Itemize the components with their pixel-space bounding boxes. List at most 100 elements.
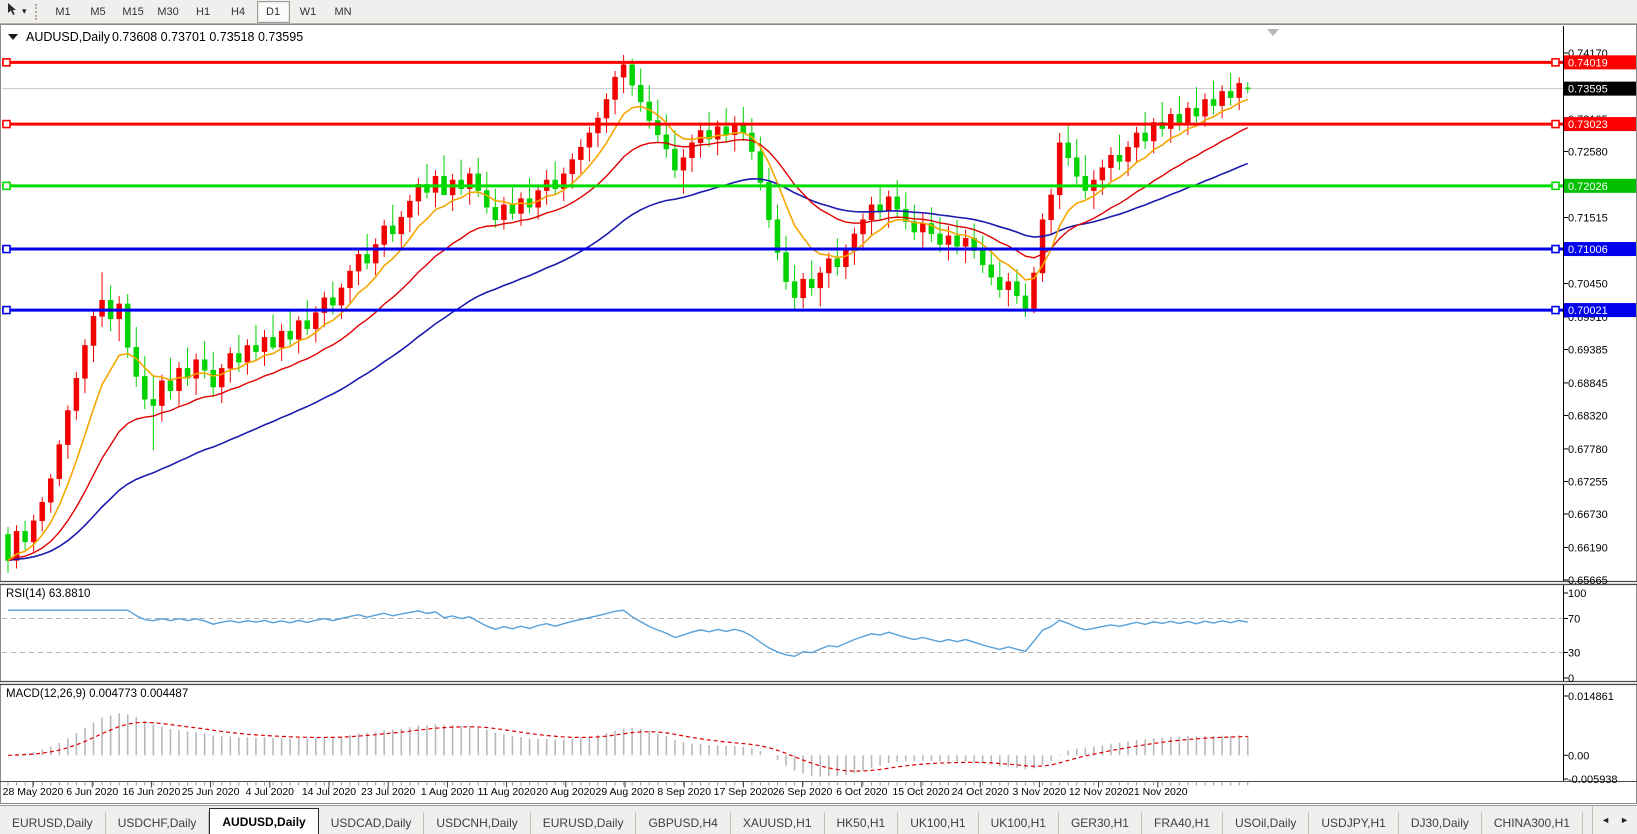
chart-tool-button[interactable]: ▾ <box>0 2 31 21</box>
symbol-tab-usoil-h1[interactable]: USOil,H1 <box>1583 812 1592 834</box>
rsi-scale-label: 30 <box>1568 648 1580 660</box>
price-chart-canvas[interactable]: AUDUSD,Daily 0.73608 0.73701 0.73518 0.73… <box>0 24 1637 805</box>
timeframe-button-h1[interactable]: H1 <box>196 5 211 18</box>
symbol-tab-audusd-daily[interactable]: AUDUSD,Daily <box>209 808 319 834</box>
svg-text:0.73023: 0.73023 <box>1568 119 1608 131</box>
rsi-scale-label: 100 <box>1568 588 1586 600</box>
chart-shift-marker-icon[interactable] <box>1267 29 1279 36</box>
price-tick-label: 0.69385 <box>1568 344 1608 356</box>
symbol-tab-usoil-daily[interactable]: USOil,Daily <box>1223 812 1310 834</box>
price-badge-0.74019: 0.74019 <box>1564 55 1636 70</box>
price-tick-label: 0.68845 <box>1568 378 1608 390</box>
symbol-tab-uk100-h1[interactable]: UK100,H1 <box>979 812 1059 834</box>
chart-ohlc-values: 0.73608 0.73701 0.73518 0.73595 <box>112 30 303 44</box>
date-tick-label: 20 Aug 2020 <box>536 786 595 798</box>
symbol-tab-uk100-h1[interactable]: UK100,H1 <box>898 812 979 834</box>
panel-splitter-2[interactable] <box>0 680 1637 686</box>
date-tick-label: 6 Oct 2020 <box>836 786 888 798</box>
price-tick-label: 0.72580 <box>1568 147 1608 159</box>
price-badge-0.71006: 0.71006 <box>1564 242 1636 257</box>
timeframe-button-d1[interactable]: D1 <box>256 0 290 23</box>
date-tick-label: 3 Nov 2020 <box>1013 786 1067 798</box>
timeframe-button-h4[interactable]: H4 <box>231 5 246 18</box>
timeframe-toolbar: ▾ M1 M5 M15 M30 H1 H4 D1 W1 MN <box>0 0 1637 24</box>
symbol-tab-xauusd-h1[interactable]: XAUUSD,H1 <box>731 812 825 834</box>
price-scale: 0.741700.731050.725800.715150.704500.699… <box>1563 48 1636 587</box>
date-tick-label: 8 Sep 2020 <box>657 786 711 798</box>
toolbar-grip <box>34 3 40 20</box>
price-badge-0.72026: 0.72026 <box>1564 178 1636 193</box>
price-tick-label: 0.66190 <box>1568 542 1608 554</box>
tab-scroll-left-icon[interactable]: ◄ <box>1601 815 1611 825</box>
timeframe-button-m5[interactable]: M5 <box>90 5 106 18</box>
price-badge-0.70021: 0.70021 <box>1564 303 1636 318</box>
date-tick-label: 21 Nov 2020 <box>1128 786 1188 798</box>
date-tick-label: 6 Jun 2020 <box>66 786 118 798</box>
rsi-line <box>8 609 1248 658</box>
price-badge-0.73023: 0.73023 <box>1564 117 1636 132</box>
date-tick-label: 17 Sep 2020 <box>714 786 774 798</box>
symbol-tab-usdcad-daily[interactable]: USDCAD,Daily <box>319 812 425 834</box>
level-line-0.74019[interactable] <box>2 58 1563 67</box>
symbol-tab-hk50-h1[interactable]: HK50,H1 <box>825 812 899 834</box>
price-tick-label: 0.67780 <box>1568 444 1608 456</box>
symbol-tab-usdchf-daily[interactable]: USDCHF,Daily <box>106 812 210 834</box>
svg-text:0.72026: 0.72026 <box>1568 181 1608 193</box>
date-tick-label: 11 Aug 2020 <box>477 786 535 798</box>
date-tick-label: 25 Jun 2020 <box>182 786 240 798</box>
symbol-tab-fra40-h1[interactable]: FRA40,H1 <box>1142 812 1224 834</box>
price-tick-label: 0.67255 <box>1568 476 1608 488</box>
symbol-tab-bar: EURUSD,Daily USDCHF,Daily AUDUSD,Daily USDC… <box>0 805 1637 834</box>
level-line-0.70021[interactable] <box>2 305 1563 315</box>
macd-label: MACD(12,26,9) 0.004773 0.004487 <box>6 688 188 700</box>
rsi-scale-label: 0 <box>1568 673 1574 685</box>
level-line-0.71006[interactable] <box>2 244 1563 254</box>
level-line-0.72026[interactable] <box>2 181 1563 191</box>
timeframe-button-m1[interactable]: M1 <box>55 5 71 18</box>
tab-scroll-controls: ◄ ► <box>1592 806 1637 834</box>
timeframe-button-m15[interactable]: M15 <box>122 5 144 18</box>
symbol-tab-dj30-daily[interactable]: DJ30,Daily <box>1399 812 1482 834</box>
symbol-tab-ger30-h1[interactable]: GER30,H1 <box>1059 812 1142 834</box>
ma-medium-line <box>7 127 1249 562</box>
rsi-label: RSI(14) 63.8810 <box>6 588 90 600</box>
ma-fast-line <box>7 98 1249 562</box>
date-tick-label: 12 Nov 2020 <box>1069 786 1129 798</box>
svg-text:0.71006: 0.71006 <box>1568 244 1608 256</box>
price-tick-label: 0.68320 <box>1568 410 1608 422</box>
timeframe-button-mn[interactable]: MN <box>334 5 352 18</box>
chart-window-frame <box>0 24 1637 804</box>
chart-collapse-icon[interactable] <box>8 34 18 40</box>
rsi-scale-label: 70 <box>1568 614 1580 626</box>
symbol-tab-eurusd-daily[interactable]: EURUSD,Daily <box>0 812 106 834</box>
timeframe-buttons: M1 M5 M15 M30 H1 H4 D1 W1 MN <box>46 0 361 23</box>
date-tick-label: 29 Aug 2020 <box>596 786 655 798</box>
price-tick-label: 0.65665 <box>1568 575 1608 587</box>
date-tick-label: 4 Jul 2020 <box>246 786 295 798</box>
symbol-tab-china300-h1[interactable]: CHINA300,H1 <box>1482 812 1583 834</box>
symbol-tab-eurusd-daily[interactable]: EURUSD,Daily <box>531 812 637 834</box>
svg-text:0.74019: 0.74019 <box>1568 57 1608 69</box>
panel-splitter-1[interactable] <box>0 580 1637 586</box>
symbol-tab-usdcnh-daily[interactable]: USDCNH,Daily <box>424 812 531 834</box>
macd-scale-label: 0.014861 <box>1568 691 1614 703</box>
timeframe-button-w1[interactable]: W1 <box>299 5 317 18</box>
svg-text:0.70021: 0.70021 <box>1568 305 1608 317</box>
price-tick-label: 0.66730 <box>1568 509 1608 521</box>
date-tick-label: 14 Jul 2020 <box>302 786 356 798</box>
date-tick-label: 28 May 2020 <box>3 786 64 798</box>
rsi-panel <box>2 609 1563 658</box>
symbol-tab-usdjpy-h1[interactable]: USDJPY,H1 <box>1309 812 1399 834</box>
symbol-tab-gbpusd-h4[interactable]: GBPUSD,H4 <box>636 812 731 834</box>
main-price-panel <box>2 54 1563 573</box>
date-axis: 28 May 2020 6 Jun 2020 16 Jun 2020 25 Jun 2… <box>3 781 1249 798</box>
macd-scale-label: -0.005938 <box>1568 774 1618 786</box>
timeframe-button-m30[interactable]: M30 <box>157 5 179 18</box>
date-tick-label: 26 Sep 2020 <box>773 786 833 798</box>
current-price-badge: 0.73595 <box>1564 81 1636 96</box>
tab-scroll-right-icon[interactable]: ► <box>1620 815 1629 825</box>
level-line-0.73023[interactable] <box>2 119 1563 129</box>
date-tick-label: 15 Oct 2020 <box>892 786 949 798</box>
chart-symbol-title: AUDUSD,Daily <box>26 30 111 44</box>
